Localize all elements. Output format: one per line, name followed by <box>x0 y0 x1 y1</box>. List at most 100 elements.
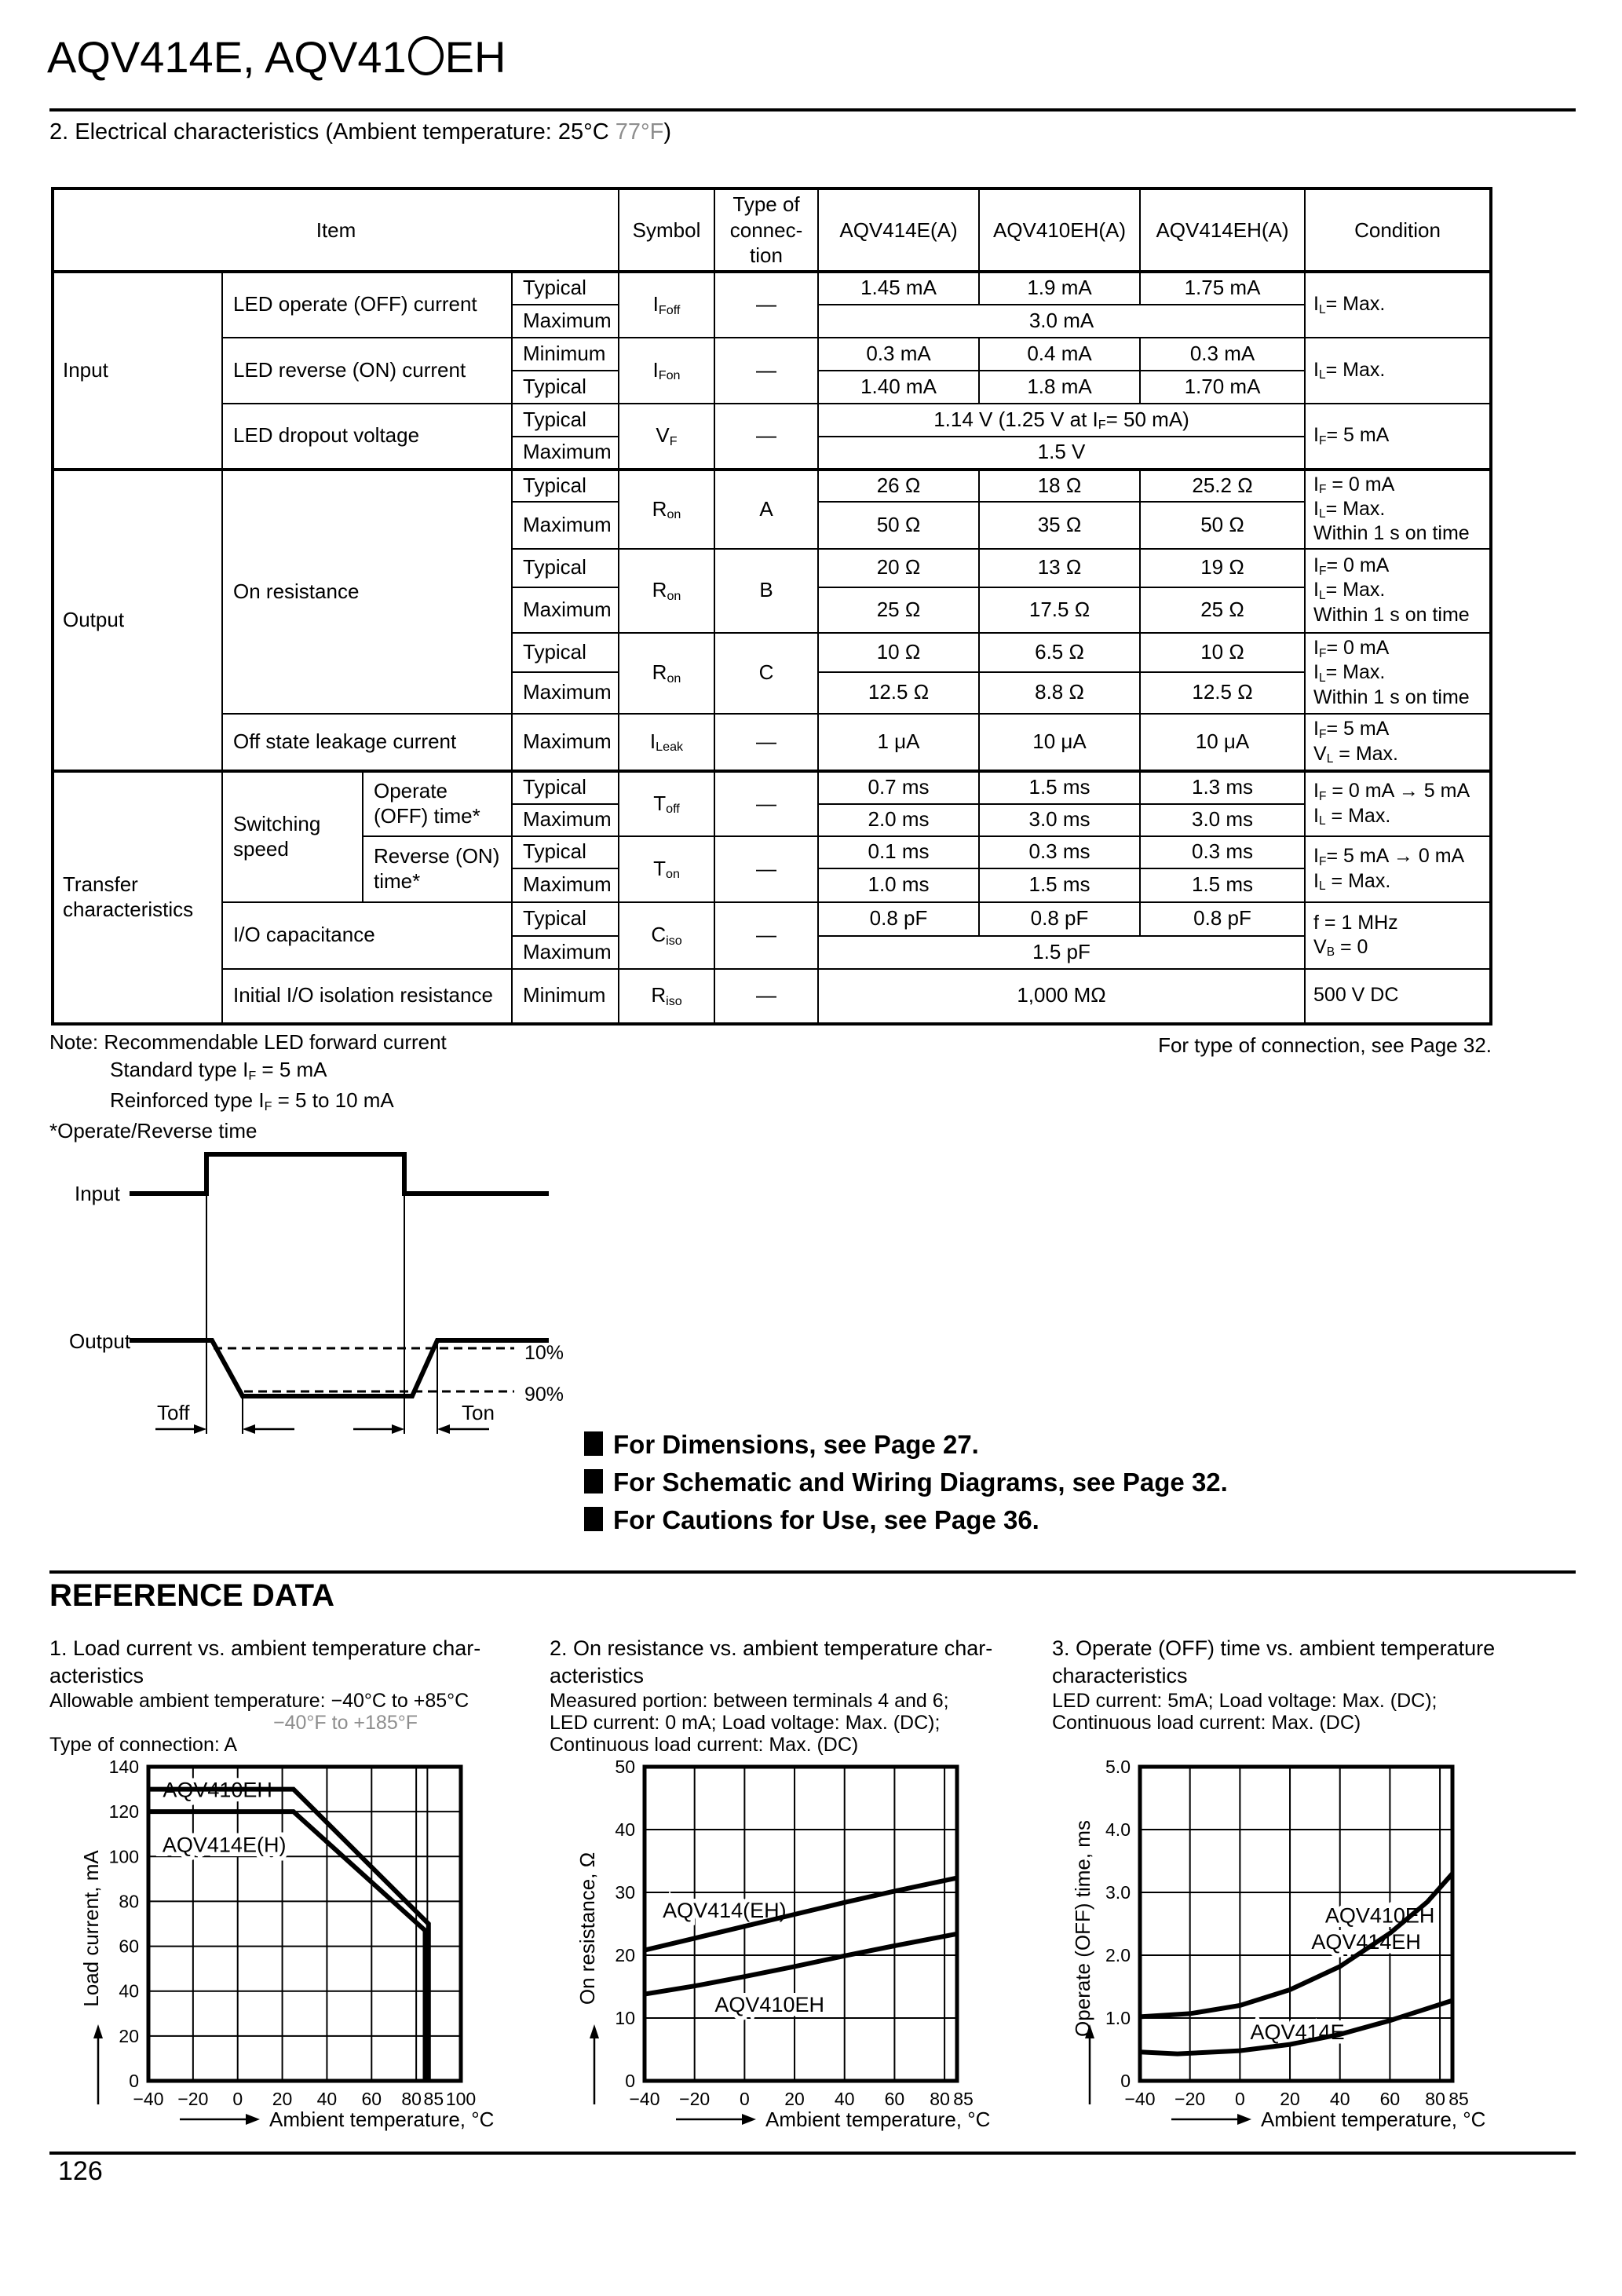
table-cell: 0.1 ms <box>817 835 981 869</box>
x-tick-label: 100 <box>446 2089 476 2109</box>
table-cell: A <box>714 467 820 550</box>
table-cell: 1 μA <box>817 712 981 772</box>
table-cell: Maximum <box>510 671 620 715</box>
circle-placeholder-glyph <box>407 36 444 75</box>
input-label: Input <box>75 1182 121 1205</box>
series-line <box>148 1809 428 2081</box>
table-cell: IL= Max. <box>1304 270 1492 338</box>
table-cell: 1,000 MΩ <box>817 967 1306 1025</box>
table-cell: 26 Ω <box>817 467 981 503</box>
table-cell: 50 Ω <box>817 500 981 550</box>
x-tick-label: −20 <box>177 2089 208 2109</box>
chart3-condition: LED current: 5mA; Load voltage: Max. (DC… <box>1052 1690 1438 1712</box>
table-cell: Operate (OFF) time* <box>362 769 513 837</box>
chart1-condition-fahrenheit: −40°F to +185°F <box>273 1712 418 1734</box>
table-cell: AQV414E(A) <box>817 188 981 273</box>
table-cell: IF= 0 mA IL= Max. Within 1 s on time <box>1304 631 1492 715</box>
table-cell: 1.8 mA <box>978 369 1142 404</box>
table-cell: Maximum <box>510 435 620 470</box>
table-cell: Toff <box>618 769 716 837</box>
note-line: *Operate/Reverse time <box>49 1119 258 1143</box>
reference-bullets: For Dimensions, see Page 27. For Schemat… <box>584 1426 1228 1539</box>
table-cell: Type of connec- tion <box>714 188 820 273</box>
y-tick-label: 120 <box>109 1801 139 1822</box>
table-cell: 1.5 pF <box>817 934 1306 970</box>
table-cell: — <box>714 901 820 970</box>
y-axis-title: Load current, mA <box>79 1850 103 2007</box>
table-cell: Output <box>52 467 223 772</box>
x-tick-label: −40 <box>629 2089 659 2109</box>
arrowhead-icon <box>93 2024 103 2038</box>
square-bullet-icon <box>584 1507 603 1531</box>
bullet-line: For Cautions for Use, see Page 36. <box>584 1501 1228 1539</box>
chart1-heading-line: 1. Load current vs. ambient temperature … <box>49 1636 481 1660</box>
table-cell: 3.0 mA <box>817 303 1306 338</box>
table-cell: 10 Ω <box>817 631 981 673</box>
table-row: Maximum 50 Ω 35 Ω 50 Ω <box>53 500 1491 550</box>
table-row: Reverse (ON) time* Typical Ton —0.1 ms 0.3 m… <box>53 835 1492 903</box>
table-cell: 0.4 mA <box>978 336 1142 371</box>
table-cell: Typical <box>510 369 620 404</box>
table-cell: Typical <box>510 631 620 673</box>
ton-label: Ton <box>462 1401 495 1424</box>
y-tick-label: 10 <box>615 2008 635 2028</box>
table-cell: 13 Ω <box>978 547 1142 588</box>
y-tick-label: 0 <box>1120 2071 1131 2091</box>
y-tick-label: 140 <box>109 1757 139 1777</box>
y-tick-label: 0 <box>129 2071 139 2091</box>
chart3-heading-line: characteristics <box>1052 1664 1188 1687</box>
x-tick-label: 80 <box>401 2089 422 2109</box>
table-cell: 1.5 ms <box>978 769 1142 805</box>
bullet-text: For Schematic and Wiring Diagrams, see P… <box>613 1468 1228 1497</box>
table-row: Typical Ron C 10 Ω 6.5 Ω 10 Ω IF= 0 mA IL= Max.… <box>53 631 1492 715</box>
table-cell: Ron <box>618 631 716 715</box>
page-title-text: AQV414E, AQV41 <box>47 32 407 82</box>
table-cell: 12.5 Ω <box>1139 671 1306 715</box>
type-of-connection-note: For type of connection, see Page 32. <box>1158 1033 1492 1057</box>
table-cell: 25 Ω <box>817 586 981 634</box>
arrowhead-icon <box>243 1424 255 1434</box>
x-tick-label: −40 <box>133 2089 163 2109</box>
table-row: Maximum 1.5 pF <box>53 934 1491 970</box>
x-axis-title: Ambient temperature, °C <box>1261 2108 1485 2131</box>
table-cell: 1.9 mA <box>978 270 1142 305</box>
table-cell: Ron <box>618 467 716 550</box>
y-tick-label: 4.0 <box>1105 1819 1131 1840</box>
series-label: AQV410EH <box>714 1993 824 2016</box>
table-cell: 0.8 pF <box>1139 901 1306 937</box>
x-tick-label: 40 <box>1330 2089 1350 2109</box>
table-cell: Typical <box>510 901 620 937</box>
table-cell: 18 Ω <box>978 467 1142 503</box>
table-cell: IL= Max. <box>1304 336 1492 404</box>
table-cell: Initial I/O isolation resistance <box>221 967 513 1025</box>
table-cell: 10 μA <box>978 712 1142 772</box>
operate-off-time-vs-temperature-chart: AQV410EHAQV414EHAQV414E01.02.03.04.05.0−… <box>1071 1757 1485 2131</box>
x-tick-label: 0 <box>740 2089 750 2109</box>
table-cell: 25.2 Ω <box>1139 467 1306 503</box>
table-cell: Maximum <box>510 867 620 903</box>
table-cell: — <box>714 336 820 404</box>
x-tick-label: 20 <box>272 2089 293 2109</box>
note-line: Reinforced type IF = 5 to 10 mA <box>110 1088 394 1113</box>
table-cell: 2.0 ms <box>817 803 981 837</box>
toff-label: Toff <box>157 1401 190 1424</box>
arrowhead-icon <box>1085 2024 1094 2038</box>
table-cell: f = 1 MHz VB = 0 <box>1304 901 1492 970</box>
plot-border <box>146 1764 463 2083</box>
table-cell: Maximum <box>510 586 620 634</box>
table-cell: Typical <box>510 467 620 503</box>
table-cell: Minimum <box>510 336 620 371</box>
table-cell: 35 Ω <box>978 500 1142 550</box>
table-cell: — <box>714 769 820 837</box>
table-cell: Typical <box>510 769 620 805</box>
x-tick-label: 85 <box>424 2089 444 2109</box>
table-cell: 8.8 Ω <box>978 671 1142 715</box>
table-cell: 0.3 ms <box>978 835 1142 869</box>
table-cell: 0.8 pF <box>978 901 1142 937</box>
reference-section-divider <box>49 1570 1576 1574</box>
table-cell: Ton <box>618 835 716 903</box>
heading-text: 2. Electrical characteristics (Ambient t… <box>49 119 616 144</box>
x-tick-label: 40 <box>835 2089 855 2109</box>
y-tick-label: 80 <box>119 1891 139 1911</box>
